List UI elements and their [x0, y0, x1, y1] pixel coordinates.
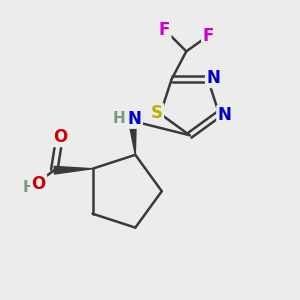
Polygon shape: [129, 121, 136, 155]
Text: N: N: [128, 110, 142, 128]
Text: S: S: [151, 104, 163, 122]
Text: H: H: [113, 111, 125, 126]
Text: N: N: [218, 106, 231, 124]
Text: F: F: [202, 27, 214, 45]
Text: H: H: [23, 180, 36, 195]
Text: O: O: [53, 128, 67, 146]
Text: F: F: [159, 21, 170, 39]
Polygon shape: [54, 167, 92, 174]
Text: O: O: [32, 175, 46, 193]
Text: N: N: [206, 69, 220, 87]
